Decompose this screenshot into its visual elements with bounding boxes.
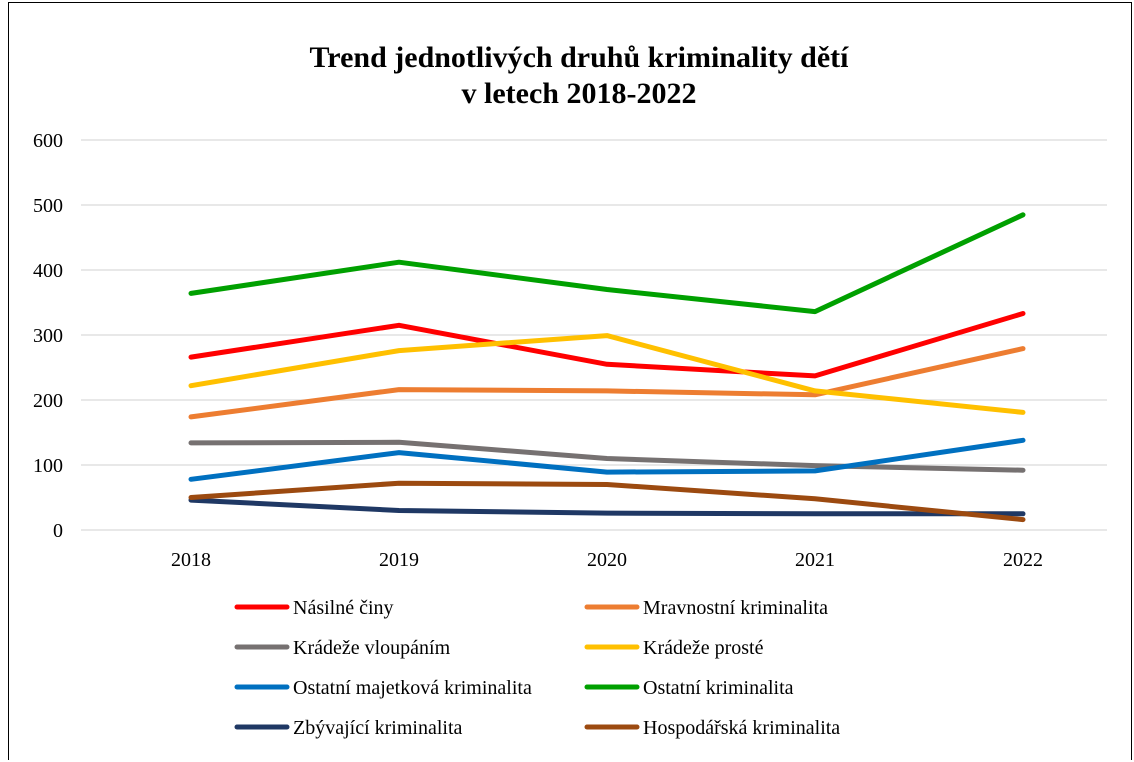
series-line-7: [188, 480, 1026, 523]
series-lines: [188, 212, 1026, 523]
x-axis-ticks: 2018 2019 2020 2021 2022: [171, 549, 1043, 571]
legend-label: Hospodářská kriminalita: [643, 717, 840, 739]
series-line-1: [188, 346, 1026, 420]
series-line-2: [188, 439, 1026, 473]
legend-label: Krádeže vloupáním: [293, 637, 451, 659]
legend-label: Ostatní majetková kriminalita: [293, 677, 532, 699]
chart-title: Trend jednotlivých druhů kriminality dět…: [310, 41, 850, 74]
series-line-6: [188, 497, 1026, 517]
series-line-0: [188, 311, 1026, 379]
legend: Násilné činy Mravnostní kriminalita Krádež…: [234, 597, 840, 739]
y-tick-label: 300: [33, 325, 63, 347]
chart-subtitle: v letech 2018-2022: [462, 77, 697, 110]
y-tick-label: 400: [33, 260, 63, 282]
line-chart: Trend jednotlivých druhů kriminality dět…: [33, 41, 1107, 739]
chart-frame: Trend jednotlivých druhů kriminality dět…: [8, 2, 1132, 760]
legend-label: Mravnostní kriminalita: [643, 597, 828, 619]
y-tick-label: 200: [33, 390, 63, 412]
x-tick-label: 2022: [1003, 549, 1043, 571]
legend-label: Zbývající kriminalita: [293, 717, 463, 739]
legend-label: Krádeže prosté: [643, 637, 764, 659]
series-line-3: [188, 333, 1026, 415]
legend-label: Ostatní kriminalita: [643, 677, 794, 699]
x-tick-label: 2018: [171, 549, 211, 571]
series-line-4: [188, 437, 1026, 482]
y-tick-label: 600: [33, 130, 63, 152]
y-tick-label: 0: [53, 520, 63, 542]
x-tick-label: 2019: [379, 549, 419, 571]
y-axis-ticks: 0 100 200 300 400 500 600: [33, 130, 63, 542]
y-tick-label: 500: [33, 195, 63, 217]
gridlines: [81, 139, 1107, 531]
x-tick-label: 2020: [587, 549, 627, 571]
legend-label: Násilné činy: [293, 597, 394, 619]
series-line-5: [188, 212, 1026, 315]
y-tick-label: 100: [33, 455, 63, 477]
x-tick-label: 2021: [795, 549, 835, 571]
